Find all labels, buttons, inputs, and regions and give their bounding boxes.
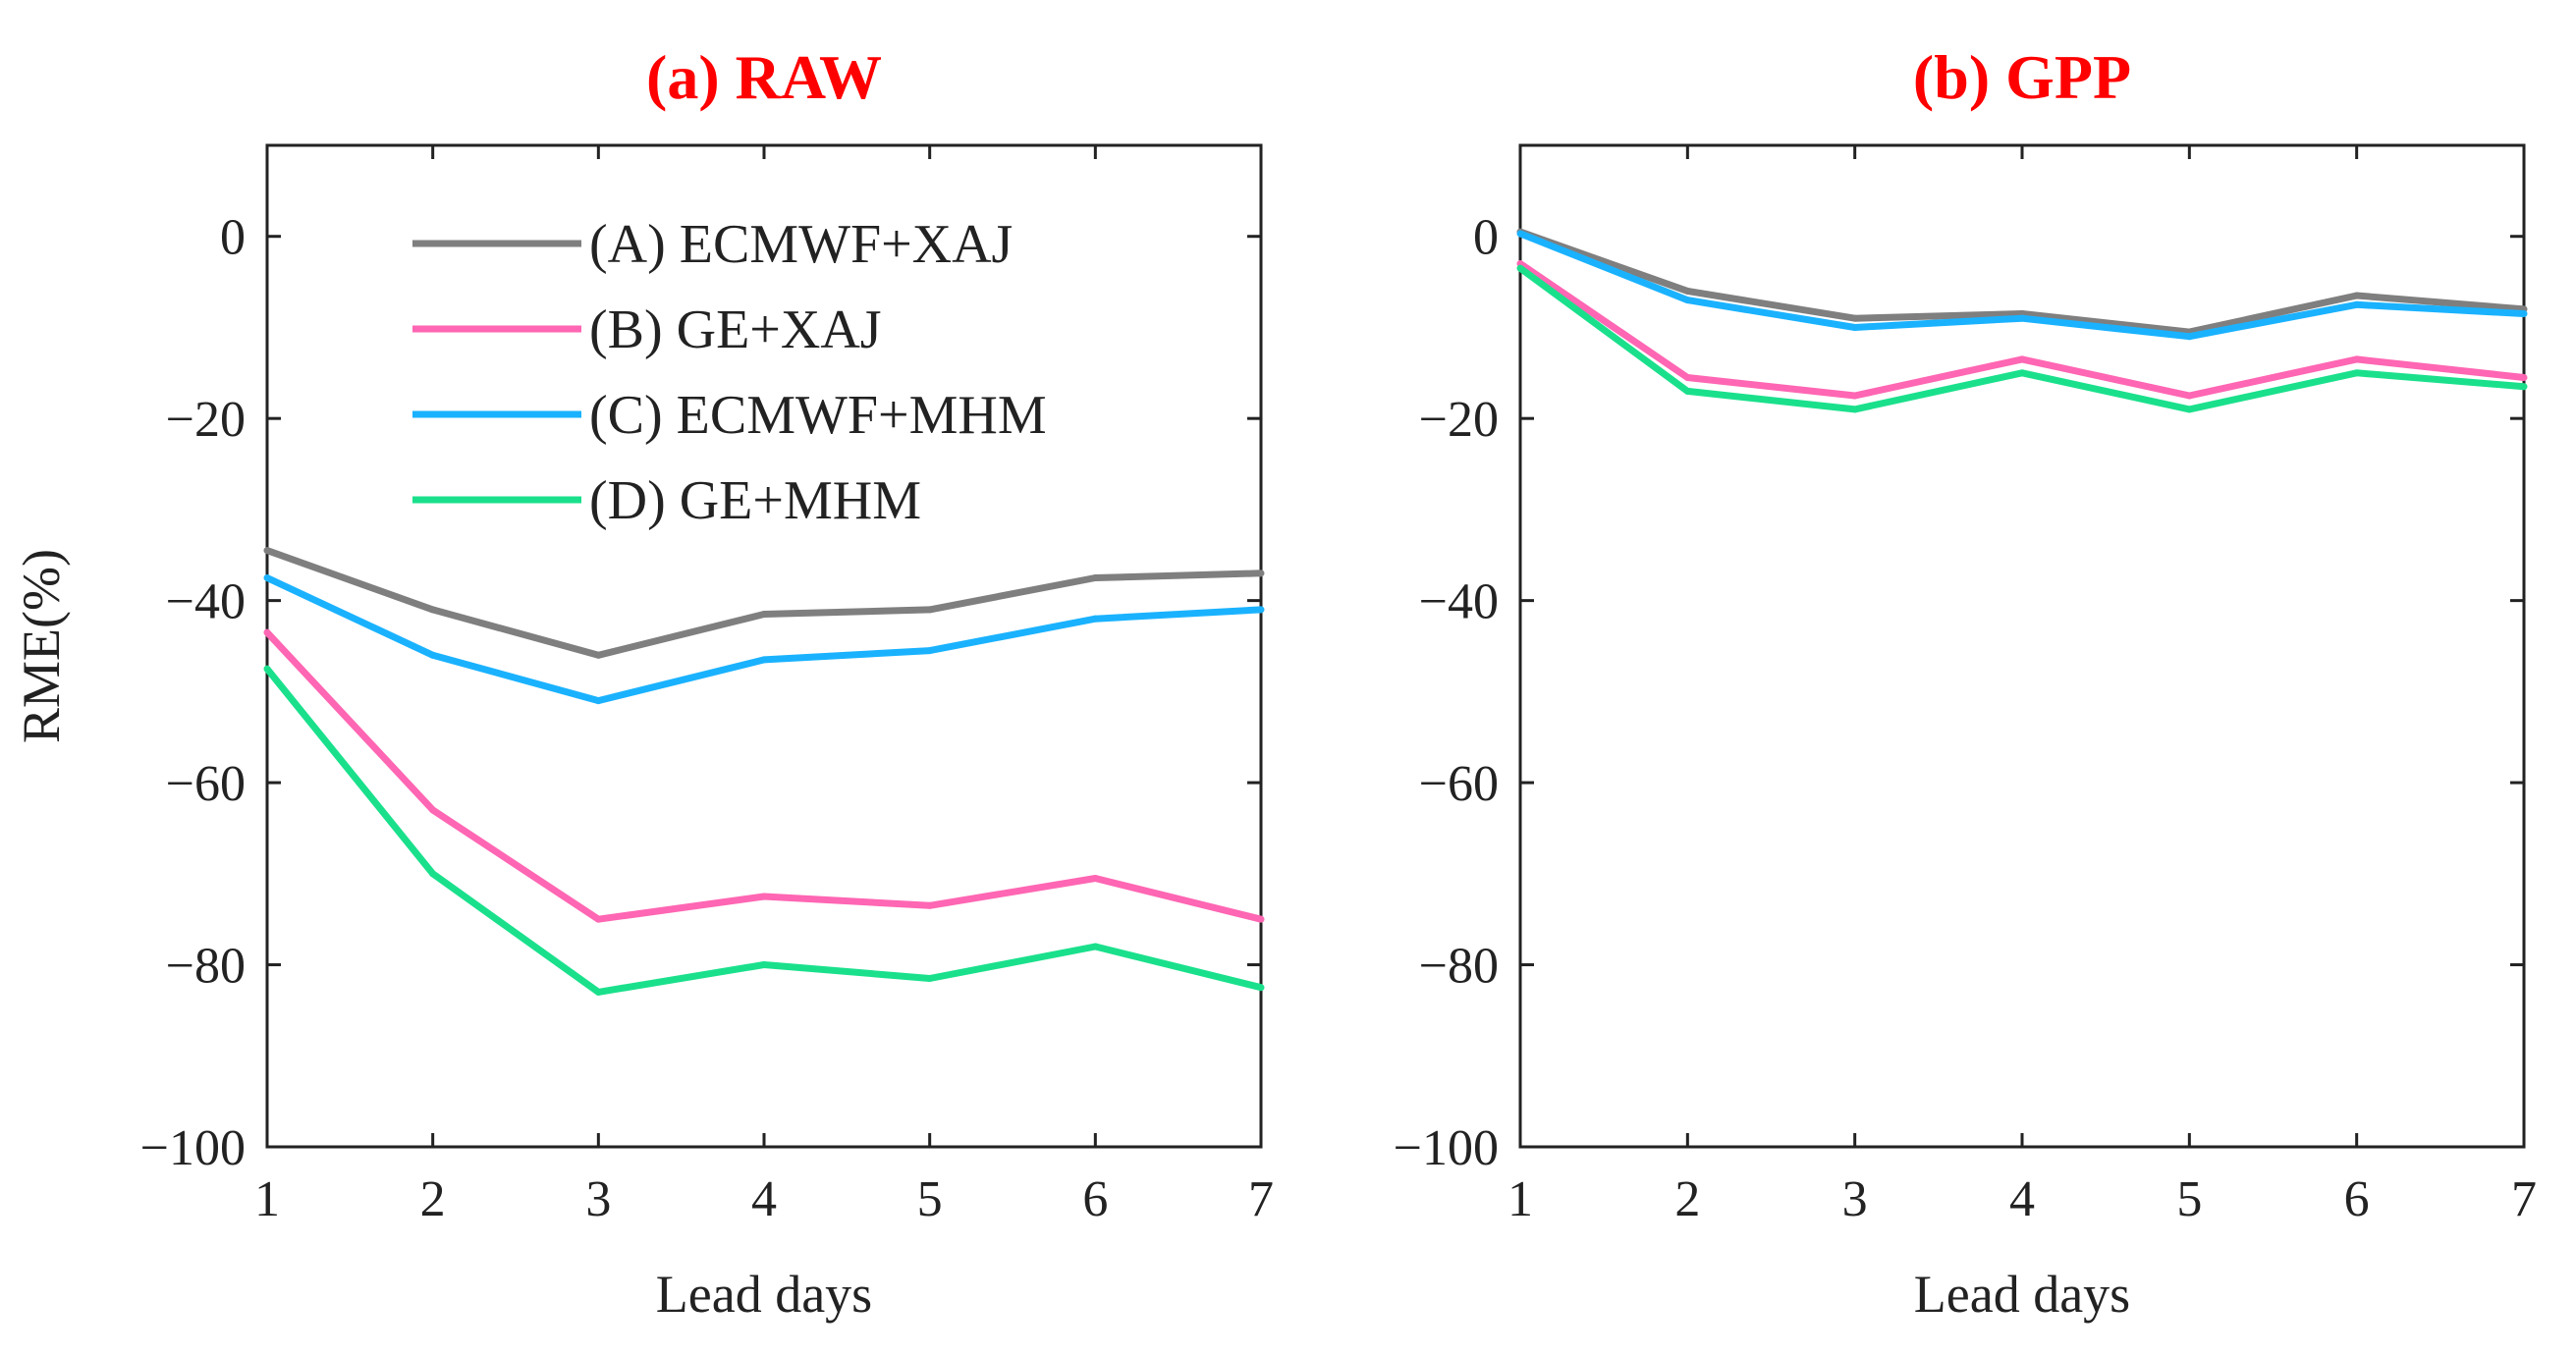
panel-1-x-tick-label: 6 — [1082, 1171, 1108, 1227]
panel-1-y-tick-label: −20 — [166, 392, 246, 448]
panel-1-data-point-c-ecmwf-mhm — [594, 697, 602, 705]
panel-1-data-point-a-ecmwf-xaj — [926, 606, 934, 614]
panel-1-data-point-c-ecmwf-mhm — [429, 651, 437, 659]
panel-2-data-point-c-ecmwf-mhm — [2185, 333, 2193, 341]
panel-1-series-line-d-ge-mhm — [264, 666, 1262, 996]
panel-2-x-tick-label: 5 — [2176, 1171, 2202, 1227]
panel-2-data-point-b-ge-xaj — [2353, 355, 2361, 363]
panel-1-data-point-a-ecmwf-xaj — [760, 611, 768, 619]
panel-1-x-tick-label: 7 — [1248, 1171, 1274, 1227]
panel-1-y-tick-label: −60 — [166, 756, 246, 812]
panel-1-data-point-d-ge-mhm — [263, 665, 271, 673]
panel-2-y-tick-label: −80 — [1419, 939, 1499, 995]
panel-1-series-line-b-ge-xaj — [264, 629, 1262, 923]
panel-1-data-point-d-ge-mhm — [1257, 984, 1265, 992]
panel-1-data-point-d-ge-mhm — [760, 961, 768, 969]
panel-2-data-point-d-ge-mhm — [2018, 369, 2026, 377]
panel-1-x-tick-label: 2 — [420, 1171, 446, 1227]
panel-1-data-point-d-ge-mhm — [1091, 943, 1099, 950]
panel-1-data-point-a-ecmwf-xaj — [263, 547, 271, 555]
panel-2-y-tick-label: −100 — [1394, 1120, 1499, 1176]
panel-2-y-tick-label: −40 — [1419, 574, 1499, 630]
panel-1-data-point-d-ge-mhm — [429, 870, 437, 878]
panel-1-data-point-b-ge-xaj — [926, 901, 934, 909]
panel-1-legend-label-b-ge-xaj: (B) GE+XAJ — [589, 299, 882, 360]
panel-2-data-point-c-ecmwf-mhm — [1851, 323, 1859, 331]
panel-2-data-point-c-ecmwf-mhm — [2520, 310, 2528, 318]
panel-1-data-point-c-ecmwf-mhm — [1257, 606, 1265, 614]
panel-2-data-point-b-ge-xaj — [1683, 373, 1691, 381]
panel-1-data-point-a-ecmwf-xaj — [429, 606, 437, 614]
panel-1-y-tick-label: 0 — [220, 210, 246, 266]
panel-2-x-tick-label: 2 — [1674, 1171, 1700, 1227]
panel-2-data-point-c-ecmwf-mhm — [1683, 297, 1691, 304]
panel-1-data-point-c-ecmwf-mhm — [1091, 615, 1099, 623]
panel-2-data-point-d-ge-mhm — [1851, 406, 1859, 413]
panel-1-data-point-a-ecmwf-xaj — [1091, 573, 1099, 581]
panel-1-data-point-b-ge-xaj — [263, 628, 271, 636]
panel-2-data-point-c-ecmwf-mhm — [2018, 314, 2026, 322]
panel-2-data-point-d-ge-mhm — [2353, 369, 2361, 377]
panel-1-data-point-b-ge-xaj — [594, 915, 602, 923]
panel-2-data-point-a-ecmwf-xaj — [1683, 287, 1691, 295]
panel-1-data-point-b-ge-xaj — [429, 806, 437, 814]
panel-1-series-line-a-ecmwf-xaj — [265, 547, 1262, 659]
panel-2-data-point-a-ecmwf-xaj — [1851, 314, 1859, 322]
panel-1-x-axis-label: Lead days — [656, 1265, 872, 1324]
panel-1-y-tick-label: −40 — [166, 574, 246, 630]
panel-1-legend-label-c-ecmwf-mhm: (C) ECMWF+MHM — [589, 385, 1047, 446]
panel-1-x-tick-label: 5 — [917, 1171, 943, 1227]
panel-2-data-point-d-ge-mhm — [2185, 406, 2193, 413]
panel-2-data-point-b-ge-xaj — [2018, 355, 2026, 363]
panel-1-title: (a) RAW — [646, 42, 882, 112]
panel-1-y-tick-label: −100 — [140, 1120, 246, 1176]
panel-2-y-tick-label: 0 — [1473, 210, 1499, 266]
panel-1-data-point-d-ge-mhm — [594, 988, 602, 996]
panel-2-data-point-a-ecmwf-xaj — [2353, 292, 2361, 299]
panel-1-data-point-c-ecmwf-mhm — [263, 573, 271, 581]
panel-1-data-point-a-ecmwf-xaj — [594, 651, 602, 659]
panel-2-data-point-c-ecmwf-mhm — [2353, 300, 2361, 308]
panel-2-x-tick-label: 6 — [2344, 1171, 2370, 1227]
panel-2-data-point-d-ge-mhm — [2520, 383, 2528, 391]
panel-1-data-point-a-ecmwf-xaj — [1257, 570, 1265, 577]
panel-2-x-tick-label: 3 — [1842, 1171, 1868, 1227]
panel-1-data-point-c-ecmwf-mhm — [760, 656, 768, 664]
panel-1-data-point-c-ecmwf-mhm — [926, 647, 934, 655]
panel-2-data-point-b-ge-xaj — [2185, 392, 2193, 400]
panel-2-data-point-d-ge-mhm — [1516, 264, 1524, 272]
panel-2-data-point-d-ge-mhm — [1683, 387, 1691, 395]
panel-2-x-tick-label: 1 — [1507, 1171, 1533, 1227]
panel-2-x-tick-label: 4 — [2009, 1171, 2035, 1227]
panel-1-y-axis-label: RME(%) — [12, 549, 71, 743]
panel-2-x-tick-label: 7 — [2511, 1171, 2537, 1227]
panel-1-x-tick-label: 4 — [751, 1171, 777, 1227]
panel-1-series-line-c-ecmwf-mhm — [265, 574, 1262, 705]
panel-2-x-axis-label: Lead days — [1914, 1265, 2130, 1324]
panel-1-y-tick-label: −80 — [166, 939, 246, 995]
panel-2-title: (b) GPP — [1913, 42, 2131, 112]
panel-2-data-point-b-ge-xaj — [1851, 392, 1859, 400]
panel-1-data-point-b-ge-xaj — [760, 893, 768, 900]
panel-1-x-tick-label: 1 — [254, 1171, 280, 1227]
panel-2-y-tick-label: −60 — [1419, 756, 1499, 812]
panel-1-legend-label-d-ge-mhm: (D) GE+MHM — [589, 470, 921, 531]
panel-2-series-line-d-ge-mhm — [1517, 265, 2525, 413]
panel-1-data-point-d-ge-mhm — [926, 974, 934, 982]
panel-2-data-point-c-ecmwf-mhm — [1516, 230, 1524, 238]
panel-1-data-point-b-ge-xaj — [1257, 915, 1265, 923]
panel-1-data-point-b-ge-xaj — [1091, 874, 1099, 882]
panel-2-y-tick-label: −20 — [1419, 392, 1499, 448]
panel-1-x-tick-label: 3 — [585, 1171, 611, 1227]
panel-2-data-point-b-ge-xaj — [2520, 373, 2528, 381]
panel-1-legend-label-a-ecmwf-xaj: (A) ECMWF+XAJ — [589, 214, 1013, 275]
